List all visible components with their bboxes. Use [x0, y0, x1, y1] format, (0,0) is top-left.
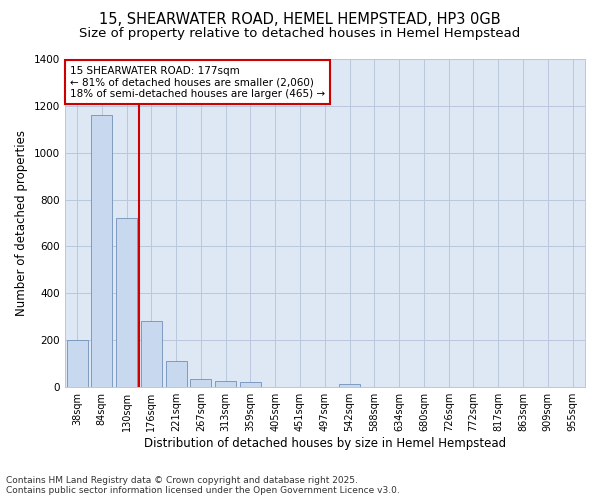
Y-axis label: Number of detached properties: Number of detached properties — [15, 130, 28, 316]
Bar — [339, 384, 360, 387]
Text: 15, SHEARWATER ROAD, HEMEL HEMPSTEAD, HP3 0GB: 15, SHEARWATER ROAD, HEMEL HEMPSTEAD, HP… — [99, 12, 501, 28]
Text: 15 SHEARWATER ROAD: 177sqm
← 81% of detached houses are smaller (2,060)
18% of s: 15 SHEARWATER ROAD: 177sqm ← 81% of deta… — [70, 66, 325, 99]
Bar — [116, 218, 137, 387]
Bar — [240, 382, 261, 387]
Bar — [67, 340, 88, 387]
Bar — [215, 380, 236, 387]
Bar — [190, 379, 211, 387]
Text: Size of property relative to detached houses in Hemel Hempstead: Size of property relative to detached ho… — [79, 28, 521, 40]
Bar — [141, 322, 162, 387]
Text: Contains HM Land Registry data © Crown copyright and database right 2025.
Contai: Contains HM Land Registry data © Crown c… — [6, 476, 400, 495]
Bar — [166, 362, 187, 387]
X-axis label: Distribution of detached houses by size in Hemel Hempstead: Distribution of detached houses by size … — [144, 437, 506, 450]
Bar — [91, 115, 112, 387]
